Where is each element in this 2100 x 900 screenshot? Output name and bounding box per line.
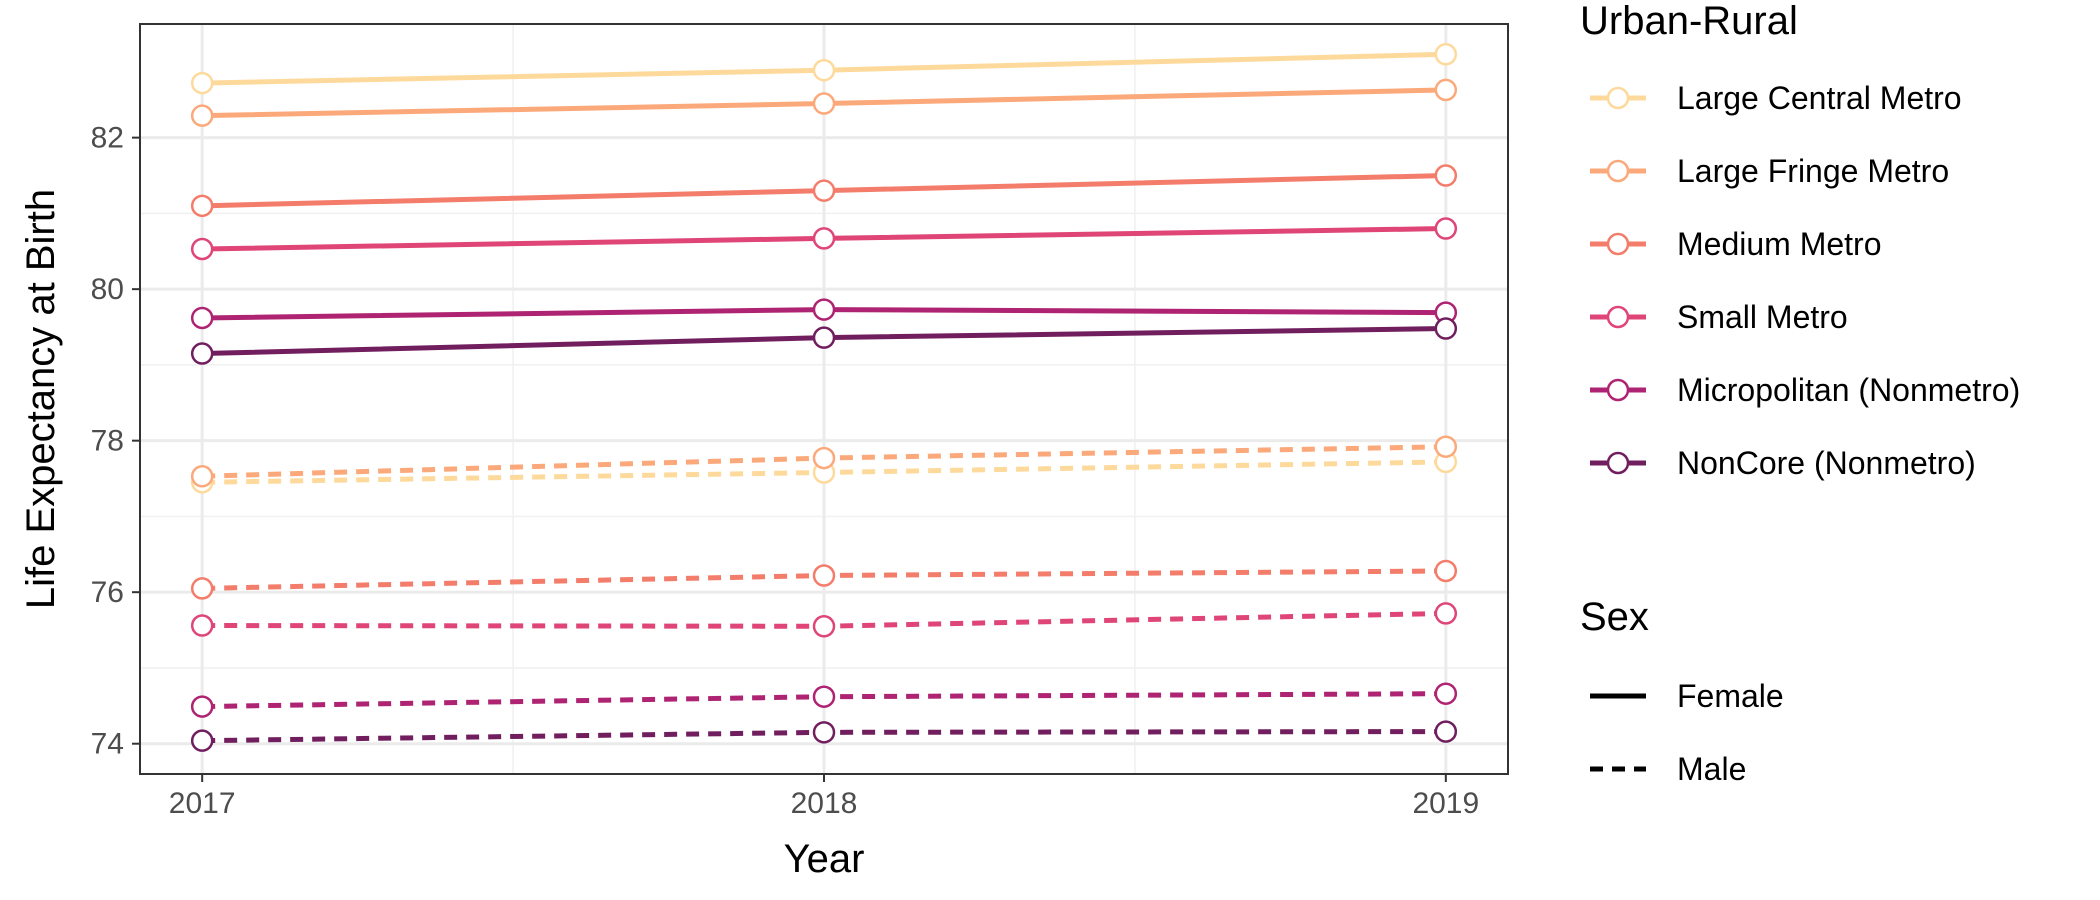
data-point-micropolitan-nonmetro-male [812, 685, 836, 708]
data-point-micropolitan-nonmetro-male [190, 695, 214, 718]
data-point-small-metro-female [812, 227, 836, 250]
data-point-noncore-nonmetro-female [190, 342, 214, 365]
legend-label-large-central-metro: Large Central Metro [1677, 80, 1962, 116]
data-point-noncore-nonmetro-female [1434, 317, 1458, 340]
y-axis-title: Life Expectancy at Birth [19, 189, 63, 609]
data-point-small-metro-female [190, 237, 214, 261]
legend-key-point-large-central-metro [1606, 86, 1630, 110]
data-point-small-metro-male [812, 615, 836, 638]
data-point-medium-metro-female [190, 194, 214, 218]
y-tick-label: 78 [91, 425, 124, 458]
legend-key-point-noncore-nonmetro [1606, 451, 1630, 475]
data-point-large-central-metro-female [190, 71, 214, 95]
data-point-micropolitan-nonmetro-female [812, 298, 836, 321]
data-point-medium-metro-male [190, 577, 214, 600]
x-tick-label: 2017 [169, 787, 236, 820]
legend-key-point-micropolitan-nonmetro [1606, 378, 1630, 402]
x-tick-label: 2019 [1412, 787, 1479, 820]
data-point-micropolitan-nonmetro-male [1434, 682, 1458, 705]
data-point-noncore-nonmetro-male [1434, 720, 1458, 743]
legend-label-noncore-nonmetro: NonCore (Nonmetro) [1677, 445, 1976, 481]
legend-key-point-medium-metro [1606, 232, 1630, 256]
data-point-large-fringe-metro-female [812, 92, 836, 115]
legend-label-small-metro: Small Metro [1677, 299, 1848, 335]
data-point-large-fringe-metro-male [812, 446, 836, 470]
legend-label-male: Male [1677, 751, 1746, 787]
legend-sex: Sex Female Male [1580, 595, 1784, 787]
axes: 74 76 78 80 82 2017 2018 2019 [91, 122, 1480, 820]
legend-label-female: Female [1677, 678, 1784, 714]
data-points [190, 43, 1458, 752]
data-point-medium-metro-male [1434, 559, 1458, 583]
data-point-noncore-nonmetro-male [190, 729, 214, 752]
data-point-small-metro-female [1434, 217, 1458, 240]
data-point-large-fringe-metro-male [190, 465, 214, 488]
legend-label-medium-metro: Medium Metro [1677, 226, 1882, 262]
data-point-large-central-metro-female [1434, 43, 1458, 66]
data-point-medium-metro-female [812, 179, 836, 202]
legend-label-micropolitan-nonmetro: Micropolitan (Nonmetro) [1677, 372, 2020, 408]
data-point-large-fringe-metro-female [190, 104, 214, 127]
y-tick-label: 82 [91, 122, 124, 155]
legend-urban-rural: Urban-Rural Large Central Metro Large Fri… [1580, 0, 2020, 481]
y-tick-label: 80 [91, 273, 124, 306]
data-point-large-central-metro-female [812, 58, 836, 82]
legend-title-urban-rural: Urban-Rural [1580, 0, 1798, 43]
legend-key-point-large-fringe-metro [1606, 159, 1630, 183]
data-point-small-metro-male [190, 614, 214, 637]
grid-lines [140, 24, 1508, 774]
data-point-noncore-nonmetro-female [812, 326, 836, 349]
data-point-medium-metro-male [812, 564, 836, 587]
legend-label-large-fringe-metro: Large Fringe Metro [1677, 153, 1949, 189]
y-tick-label: 74 [91, 728, 124, 761]
data-point-noncore-nonmetro-male [812, 721, 836, 744]
x-tick-label: 2018 [791, 787, 858, 820]
data-point-large-fringe-metro-male [1434, 435, 1458, 458]
legend-key-point-small-metro [1606, 305, 1630, 329]
data-point-micropolitan-nonmetro-female [190, 306, 214, 330]
x-axis-title: Year [784, 837, 865, 881]
y-tick-label: 76 [91, 576, 124, 609]
data-point-medium-metro-female [1434, 164, 1458, 187]
legend-title-sex: Sex [1580, 595, 1649, 639]
data-point-large-fringe-metro-female [1434, 78, 1458, 102]
data-point-small-metro-male [1434, 602, 1458, 625]
